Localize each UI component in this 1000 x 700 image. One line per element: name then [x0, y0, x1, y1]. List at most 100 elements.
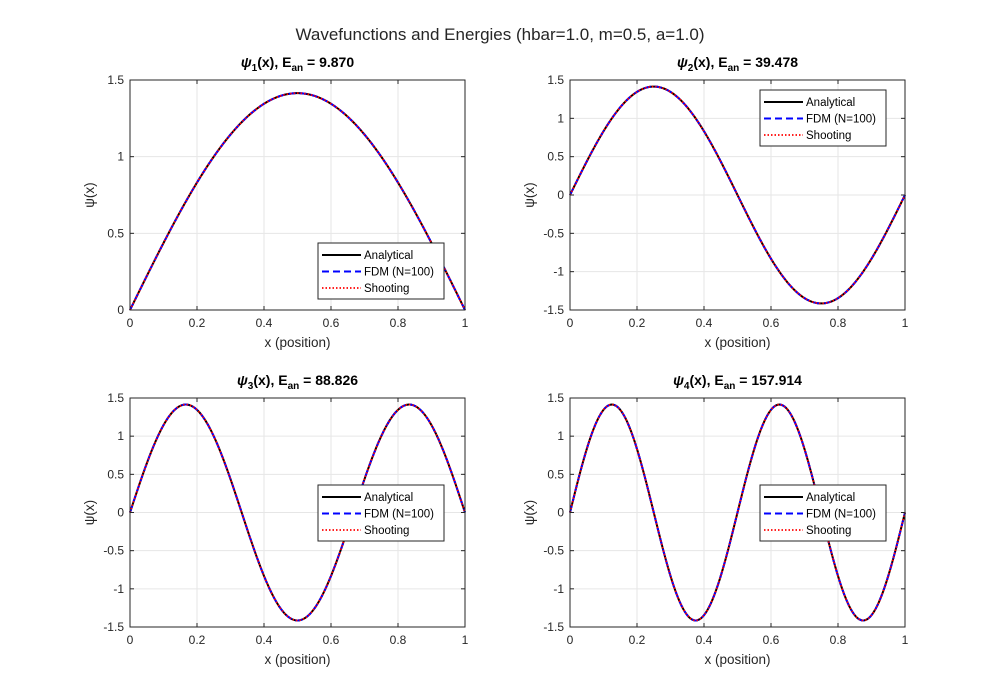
axes-box — [129, 79, 466, 311]
x-tick-label: 0.8 — [390, 316, 407, 330]
title-psi: ψ — [237, 372, 248, 388]
x-tick-label: 0.6 — [323, 316, 340, 330]
y-tick-label: -1.5 — [543, 303, 564, 317]
x-tick-label: 0.2 — [629, 633, 646, 647]
legend-entry: Shooting — [364, 525, 409, 537]
legend-entry: Analytical — [806, 97, 855, 109]
x-axis-label: x (position) — [264, 335, 330, 350]
x-tick-label: 0 — [567, 316, 574, 330]
title-psi: ψ — [673, 372, 684, 388]
title-text: (x), E — [693, 54, 727, 70]
subplot-title: ψ4(x), Ean = 157.914 — [673, 372, 802, 392]
x-tick-label: 0.4 — [696, 316, 713, 330]
x-tick-label: 0.4 — [256, 633, 273, 647]
y-tick-label: -1 — [553, 582, 564, 596]
y-tick-label: 0.5 — [107, 467, 124, 481]
title-energy: = 39.478 — [739, 54, 798, 70]
legend: Analytical FDM (N=100) Shooting — [759, 484, 887, 542]
subplot-2: 0 0.2 0.4 0.6 0.8 1 -1.5 -1 -0.5 0 0.5 1 1.5 x (posit… — [522, 54, 909, 350]
x-tick-label: 0.2 — [189, 316, 206, 330]
x-tick-label: 0.6 — [763, 633, 780, 647]
title-text: (x), E — [689, 372, 723, 388]
y-tick-label: 1 — [117, 150, 124, 164]
legend-entry: FDM (N=100) — [806, 509, 876, 521]
x-tick-label: 0.2 — [629, 316, 646, 330]
x-axis-label: x (position) — [704, 335, 770, 350]
y-tick-label: 0.5 — [547, 467, 564, 481]
y-tick-label: -1 — [553, 265, 564, 279]
x-tick-label: 0.4 — [696, 633, 713, 647]
x-tick-label: 0.2 — [189, 633, 206, 647]
legend: Analytical FDM (N=100) Shooting — [759, 89, 887, 147]
y-tick-label: 0.5 — [547, 150, 564, 164]
x-axis-label: x (position) — [264, 652, 330, 667]
y-tick-label: 0 — [557, 506, 564, 520]
legend-entry: FDM (N=100) — [364, 267, 434, 279]
y-tick-label: 0.5 — [107, 226, 124, 240]
x-tick-label: 0 — [127, 633, 134, 647]
legend-entry: FDM (N=100) — [364, 509, 434, 521]
title-psi: ψ — [677, 54, 688, 70]
title-subscript-an: an — [288, 381, 300, 392]
y-tick-label: 1.5 — [547, 73, 564, 87]
y-axis-label: ψ(x) — [522, 500, 537, 525]
x-tick-label: 0.8 — [830, 316, 847, 330]
y-tick-label: -1.5 — [103, 620, 124, 634]
y-tick-label: 1.5 — [547, 391, 564, 405]
subplot-title: ψ1(x), Ean = 9.870 — [241, 54, 355, 74]
series-line-dotted — [129, 403, 466, 622]
legend: Analytical FDM (N=100) Shooting — [317, 484, 445, 542]
y-tick-label: 1.5 — [107, 391, 124, 405]
y-tick-label: 1 — [557, 429, 564, 443]
y-tick-label: 0 — [557, 188, 564, 202]
title-psi: ψ — [241, 54, 252, 70]
subplot-3: 0 0.2 0.4 0.6 0.8 1 -1.5 -1 -0.5 0 0.5 1 1.5 x (posit… — [82, 372, 469, 667]
y-tick-label: -0.5 — [103, 544, 124, 558]
subplot-title: ψ3(x), Ean = 88.826 — [237, 372, 358, 392]
title-subscript: 2 — [688, 63, 694, 74]
x-tick-label: 1 — [462, 633, 469, 647]
x-tick-label: 0.8 — [830, 633, 847, 647]
x-tick-label: 0.4 — [256, 316, 273, 330]
x-tick-label: 1 — [902, 633, 909, 647]
x-axis-label: x (position) — [704, 652, 770, 667]
y-axis-label: ψ(x) — [82, 500, 97, 525]
figure-title: Wavefunctions and Energies (hbar=1.0, m=… — [295, 25, 704, 44]
y-tick-label: 0 — [117, 506, 124, 520]
y-tick-label: 0 — [117, 303, 124, 317]
y-tick-label: 1 — [557, 111, 564, 125]
legend: Analytical FDM (N=100) Shooting — [317, 242, 445, 300]
y-axis-label: ψ(x) — [522, 182, 537, 207]
title-energy: = 157.914 — [735, 372, 802, 388]
x-tick-label: 1 — [462, 316, 469, 330]
y-axis-label: ψ(x) — [82, 182, 97, 207]
legend-entry: Shooting — [364, 283, 409, 295]
x-tick-label: 0.6 — [763, 316, 780, 330]
subplot-4: 0 0.2 0.4 0.6 0.8 1 -1.5 -1 -0.5 0 0.5 1 1.5 x (posit… — [522, 372, 909, 667]
x-tick-label: 1 — [902, 316, 909, 330]
title-subscript-an: an — [724, 381, 736, 392]
title-text: (x), E — [257, 54, 291, 70]
y-tick-label: -1.5 — [543, 620, 564, 634]
legend-entry: Analytical — [364, 492, 413, 504]
x-tick-label: 0.6 — [323, 633, 340, 647]
legend-entry: Shooting — [806, 130, 851, 142]
series-line-dashed — [129, 403, 466, 622]
x-tick-label: 0 — [127, 316, 134, 330]
legend-entry: Analytical — [806, 492, 855, 504]
legend-entry: Analytical — [364, 250, 413, 262]
title-energy: = 9.870 — [303, 54, 354, 70]
y-tick-label: 1.5 — [107, 73, 124, 87]
series-line-dotted — [569, 403, 906, 622]
y-tick-label: -1 — [113, 582, 124, 596]
legend-entry: Shooting — [806, 525, 851, 537]
subplot-1: 0 0.2 0.4 0.6 0.8 1 0 0.5 1 1.5 x (position) ψ(x) ψ1… — [82, 54, 469, 350]
title-subscript: 4 — [684, 381, 690, 392]
series-line-dotted — [129, 92, 466, 311]
y-tick-label: 1 — [117, 429, 124, 443]
title-subscript-an: an — [291, 63, 303, 74]
title-energy: = 88.826 — [299, 372, 358, 388]
title-subscript: 3 — [248, 381, 254, 392]
